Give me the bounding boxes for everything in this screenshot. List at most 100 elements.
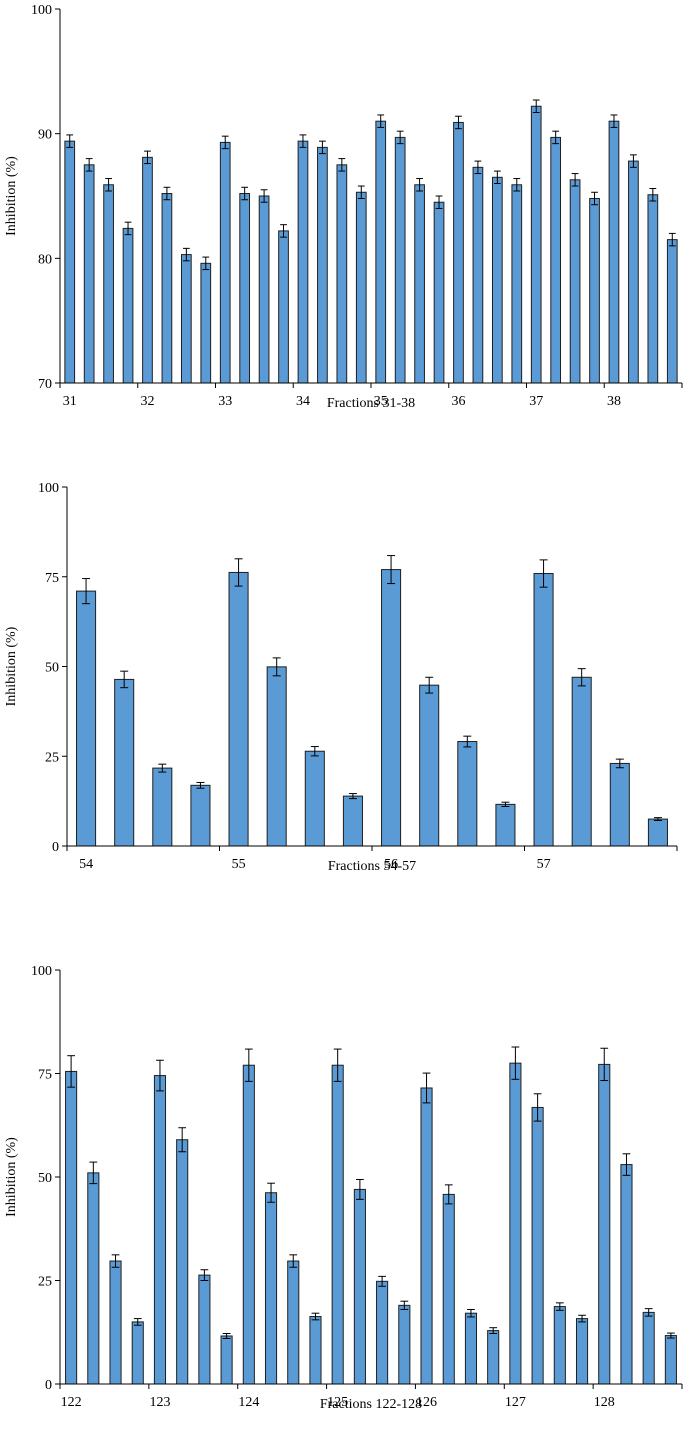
bar xyxy=(620,1164,633,1385)
bar xyxy=(433,201,445,384)
bar xyxy=(628,160,639,384)
error-bar xyxy=(463,735,472,748)
error-bar xyxy=(615,758,624,769)
bar xyxy=(398,1304,411,1385)
error-bar xyxy=(501,801,510,808)
bar xyxy=(609,762,630,847)
bar xyxy=(491,176,503,384)
bar xyxy=(495,803,516,847)
bar xyxy=(176,1139,189,1385)
bar xyxy=(258,195,270,384)
x-tick-label: 36 xyxy=(451,394,465,409)
y-tick-label: 25 xyxy=(45,750,59,765)
bar xyxy=(472,166,484,384)
bar xyxy=(287,1260,300,1385)
error-bar xyxy=(591,191,598,206)
error-bar xyxy=(667,1332,675,1339)
bar xyxy=(83,164,95,384)
bar xyxy=(642,1311,655,1385)
error-bar xyxy=(234,558,243,587)
x-tick-label: 126 xyxy=(416,1395,437,1410)
error-bar xyxy=(280,224,287,238)
error-bar xyxy=(338,158,346,172)
error-bar xyxy=(435,195,443,209)
error-bar xyxy=(653,817,662,822)
bar xyxy=(153,1075,167,1385)
error-bar xyxy=(668,232,676,247)
bar xyxy=(266,666,287,847)
bar xyxy=(180,254,192,384)
x-axis-label: Fractions 122-128 xyxy=(320,1397,422,1412)
x-tick-label: 55 xyxy=(232,857,246,872)
bar xyxy=(457,741,478,847)
error-bar xyxy=(356,1178,364,1200)
error-bar xyxy=(649,188,657,202)
error-bar xyxy=(200,1269,209,1281)
y-tick-label: 100 xyxy=(38,481,59,496)
x-tick-label: 128 xyxy=(594,1395,615,1410)
y-tick-label: 75 xyxy=(38,1068,52,1083)
bar xyxy=(131,1321,144,1385)
bar xyxy=(278,230,289,384)
error-bar xyxy=(272,657,281,677)
error-bar xyxy=(82,578,91,605)
chart-fractions-31-38: 70 80 90 100 31 32 33 34 35 36 37 38 Fractions 31-38… xyxy=(4,3,683,411)
error-bar xyxy=(539,559,548,588)
error-bar xyxy=(66,134,74,148)
bar xyxy=(331,1064,344,1385)
x-tick-label: 125 xyxy=(327,1395,348,1410)
x-tick-label: 124 xyxy=(238,1395,259,1410)
x-tick-label: 35 xyxy=(374,394,388,409)
error-bar xyxy=(267,1182,275,1203)
bar xyxy=(198,1274,211,1385)
bar xyxy=(161,193,173,384)
x-tick-label: 37 xyxy=(529,394,543,409)
x-tick-label: 33 xyxy=(218,394,232,409)
bar xyxy=(65,1070,78,1385)
error-bar xyxy=(67,1055,75,1088)
error-bar xyxy=(202,256,210,271)
bar xyxy=(664,1335,677,1385)
bar xyxy=(355,191,367,384)
y-tick-label: 50 xyxy=(38,1171,52,1186)
error-bar xyxy=(120,670,129,689)
bar xyxy=(553,1306,566,1385)
y-tick-label: 0 xyxy=(45,1378,52,1393)
error-bar xyxy=(474,160,482,175)
bar xyxy=(394,136,406,384)
y-tick-label: 80 xyxy=(38,252,52,267)
error-bar xyxy=(489,1327,498,1334)
error-bar xyxy=(630,154,637,168)
bar xyxy=(353,1188,366,1385)
bar xyxy=(530,105,542,384)
error-bar xyxy=(610,114,618,128)
bar xyxy=(242,1064,255,1385)
error-bar xyxy=(578,1314,586,1323)
y-tick-label: 25 xyxy=(38,1275,52,1290)
error-bar xyxy=(124,221,132,236)
bar xyxy=(142,156,153,384)
error-bar xyxy=(182,247,190,262)
error-bar xyxy=(493,170,501,185)
error-bar xyxy=(552,130,560,145)
error-bar xyxy=(178,1127,187,1153)
bar xyxy=(647,818,668,847)
y-axis-label: Inhibition (%) xyxy=(4,156,19,236)
bar xyxy=(190,784,211,847)
bar xyxy=(304,750,325,847)
error-bar xyxy=(455,115,462,130)
error-bar xyxy=(89,1161,98,1185)
error-bar xyxy=(378,1275,386,1287)
error-bar xyxy=(600,1047,609,1082)
error-bar xyxy=(422,1072,431,1104)
error-bar xyxy=(387,555,396,585)
bar xyxy=(109,1260,122,1385)
x-tick-label: 54 xyxy=(79,857,93,872)
x-tick-label: 127 xyxy=(505,1395,526,1410)
bar xyxy=(219,141,231,384)
bar xyxy=(531,1106,544,1385)
bar xyxy=(87,1172,100,1385)
bar xyxy=(487,1330,500,1385)
bar xyxy=(511,184,523,384)
bar xyxy=(608,120,620,384)
